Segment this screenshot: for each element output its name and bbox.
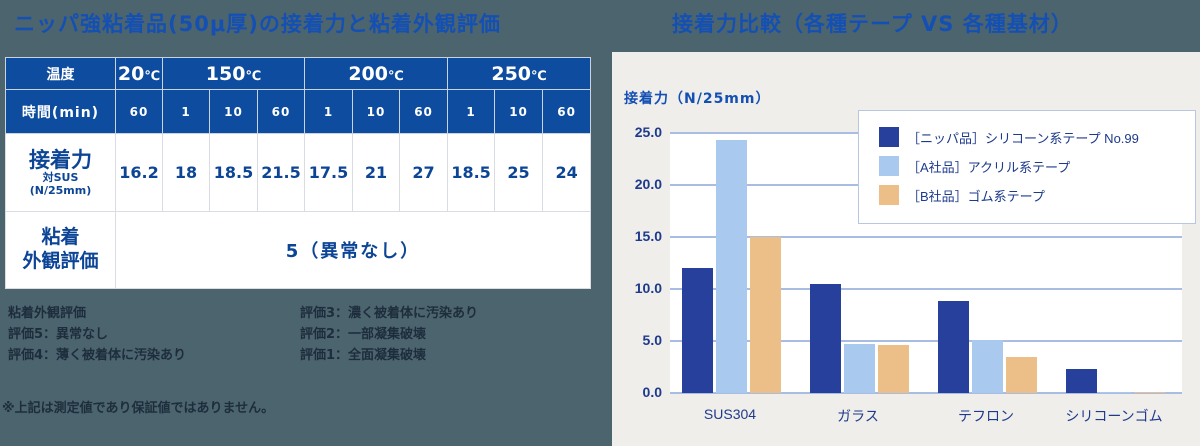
- temperature-label: 温度: [5, 57, 116, 90]
- adhesion-value: 18.5: [447, 133, 496, 212]
- legend-item: ［B社品］ゴム系テープ: [879, 185, 1045, 205]
- bar: [972, 339, 1003, 393]
- time-cell: 1: [162, 89, 210, 134]
- bar: [1100, 391, 1131, 393]
- appearance-value: 5（異常なし）: [114, 211, 592, 289]
- appearance-row: 粘着 外観評価 5（異常なし）: [5, 211, 592, 289]
- bar: [878, 345, 909, 393]
- x-category-label: ガラス: [837, 408, 879, 424]
- legend-label: ［A社品］アクリル系テープ: [907, 159, 1071, 175]
- rating-legend-col1: 粘着外観評価 評価5：異常なし 評価4：薄く被着体に汚染あり: [8, 303, 186, 366]
- bar: [938, 301, 969, 393]
- time-cell: 60: [399, 89, 449, 134]
- bar: [810, 283, 841, 393]
- legend-label: ［B社品］ゴム系テープ: [907, 188, 1045, 204]
- y-tick-label: 0.0: [642, 384, 662, 400]
- time-cell: 1: [447, 89, 496, 134]
- footnote: ※上記は測定値であり保証値ではありません。: [2, 401, 275, 416]
- rating-legend-col2: 評価3：濃く被着体に汚染あり 評価2：一部凝集破壊 評価1：全面凝集破壊: [300, 303, 478, 366]
- rating-item: 評価3：濃く被着体に汚染あり: [300, 306, 479, 321]
- time-cell: 1: [304, 89, 354, 134]
- temp-header-250: 250℃: [447, 57, 592, 90]
- gridline: [670, 288, 1182, 290]
- adhesion-value: 18: [162, 133, 210, 212]
- legend-label: ［ニッパ品］シリコーン系テープ No.99: [907, 130, 1139, 146]
- legend-swatch: [879, 185, 899, 205]
- y-tick-label: 10.0: [634, 280, 662, 296]
- adhesion-value: 17.5: [304, 133, 354, 212]
- bar: [844, 344, 875, 393]
- adhesion-value: 25: [494, 133, 544, 212]
- temp-header-150: 150℃: [161, 57, 306, 90]
- bar: [750, 237, 781, 393]
- time-cell: 10: [209, 89, 258, 134]
- time-row: 時間(min) 60 1 10 60 1 10 60 1 10 60: [5, 89, 592, 134]
- time-cell: 60: [115, 89, 163, 134]
- rating-legend-heading: 粘着外観評価: [8, 306, 87, 321]
- rating-item: 評価4：薄く被着体に汚染あり: [8, 348, 187, 363]
- x-category-label: テフロン: [958, 408, 1014, 424]
- bar: [1006, 356, 1037, 393]
- adhesion-value: 27: [399, 133, 449, 212]
- time-cell: 10: [352, 89, 401, 134]
- time-label: 時間(min): [5, 89, 116, 134]
- adhesion-value: 21: [352, 133, 401, 212]
- rating-item: 評価2：一部凝集破壊: [300, 327, 427, 342]
- gridline: [670, 392, 1182, 394]
- table-title: ニッパ強粘着品(50μ厚)の接着力と粘着外観評価: [14, 12, 501, 36]
- time-cell: 10: [494, 89, 544, 134]
- appearance-label: 粘着 外観評価: [5, 211, 116, 289]
- y-tick-label: 15.0: [634, 228, 662, 244]
- adhesion-table: 温度 20℃ 150℃ 200℃ 250℃ 時間(min) 60 1 10 60…: [5, 57, 592, 289]
- adhesion-value: 24: [542, 133, 592, 212]
- time-cell: 60: [256, 89, 306, 134]
- gridline: [670, 236, 1182, 238]
- y-tick-label: 5.0: [642, 332, 662, 348]
- chart-legend: ［ニッパ品］シリコーン系テープ No.99 ［A社品］アクリル系テープ ［B社品］ゴ…: [858, 110, 1196, 224]
- adhesion-value: 21.5: [256, 133, 306, 212]
- legend-item: ［A社品］アクリル系テープ: [879, 156, 1070, 176]
- x-category-label: シリコーンゴム: [1065, 408, 1163, 424]
- y-tick-label: 20.0: [634, 176, 662, 192]
- temp-header-200: 200℃: [304, 57, 449, 90]
- chart-panel: 接着力（N/25mm） 25.0 20.0 15.0 10.0 5.0 0.0 SUS30…: [612, 52, 1200, 446]
- bar: [1134, 392, 1165, 393]
- adhesion-value: 16.2: [115, 133, 163, 212]
- y-tick-label: 25.0: [634, 124, 662, 140]
- bar: [682, 268, 713, 393]
- legend-item: ［ニッパ品］シリコーン系テープ No.99: [879, 127, 1139, 147]
- adhesion-row: 接着力 対SUS (N/25mm) 16.2 18 18.5 21.5 17.5…: [5, 133, 592, 212]
- temp-header-20: 20℃: [115, 57, 163, 90]
- x-category-label: SUS304: [703, 406, 757, 422]
- adhesion-label: 接着力 対SUS (N/25mm): [5, 133, 116, 212]
- gridline: [670, 340, 1182, 342]
- bar: [716, 140, 747, 393]
- temperature-row: 温度 20℃ 150℃ 200℃ 250℃: [5, 57, 592, 90]
- adhesion-value: 18.5: [209, 133, 258, 212]
- y-axis-title: 接着力（N/25mm）: [624, 91, 771, 107]
- bar: [1066, 369, 1097, 393]
- legend-swatch: [879, 156, 899, 176]
- rating-item: 評価5：異常なし: [8, 327, 109, 342]
- rating-item: 評価1：全面凝集破壊: [300, 348, 427, 363]
- time-cell: 60: [542, 89, 592, 134]
- legend-swatch: [879, 127, 899, 147]
- chart-title: 接着力比較（各種テープ VS 各種基材）: [672, 12, 1073, 36]
